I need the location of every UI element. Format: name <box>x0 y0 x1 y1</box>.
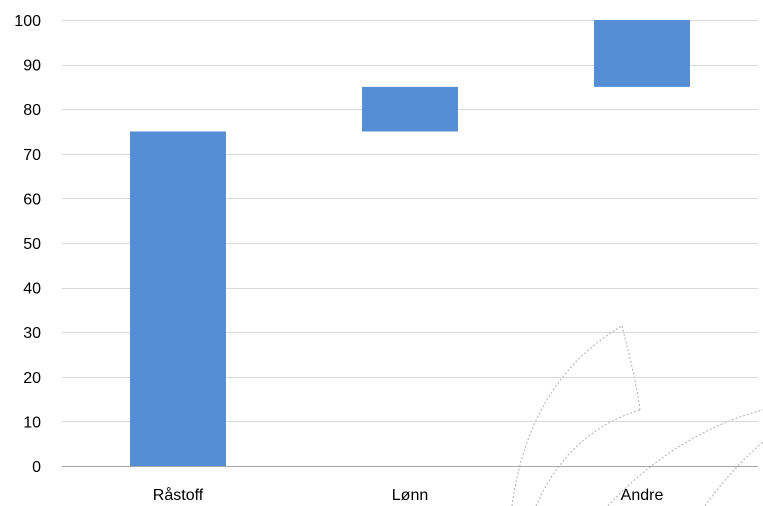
watermark-arc-1 <box>621 325 641 411</box>
y-tick-label-20: 20 <box>23 370 41 387</box>
y-tick-label-50: 50 <box>23 236 41 253</box>
x-tick-label-1: Råstoff <box>153 486 204 504</box>
watermark-arcs <box>511 325 763 506</box>
y-tick-label-10: 10 <box>23 414 41 431</box>
y-tick-label-30: 30 <box>23 325 41 342</box>
watermark-arc-0 <box>511 325 623 506</box>
y-tick-label-70: 70 <box>23 147 41 164</box>
bars <box>130 20 690 466</box>
watermark-arc-2 <box>535 409 641 506</box>
y-tick-label-80: 80 <box>23 102 41 119</box>
watermark-arc-4 <box>704 441 763 506</box>
x-tick-labels: Råstoff Lønn Andre <box>153 486 664 504</box>
bar-1 <box>130 131 226 466</box>
y-tick-label-40: 40 <box>23 281 41 298</box>
y-tick-label-60: 60 <box>23 191 41 208</box>
bar-3 <box>594 20 690 87</box>
bar-2 <box>362 86 458 132</box>
y-tick-labels: 0 10 20 30 40 50 60 70 80 90 100 <box>14 13 41 476</box>
x-tick-label-2: Lønn <box>392 487 428 504</box>
y-tick-label-0: 0 <box>32 459 41 476</box>
y-tick-label-90: 90 <box>23 58 41 75</box>
y-tick-label-100: 100 <box>14 13 41 30</box>
watermark-arc-3 <box>607 409 763 506</box>
x-tick-label-3: Andre <box>621 487 664 504</box>
